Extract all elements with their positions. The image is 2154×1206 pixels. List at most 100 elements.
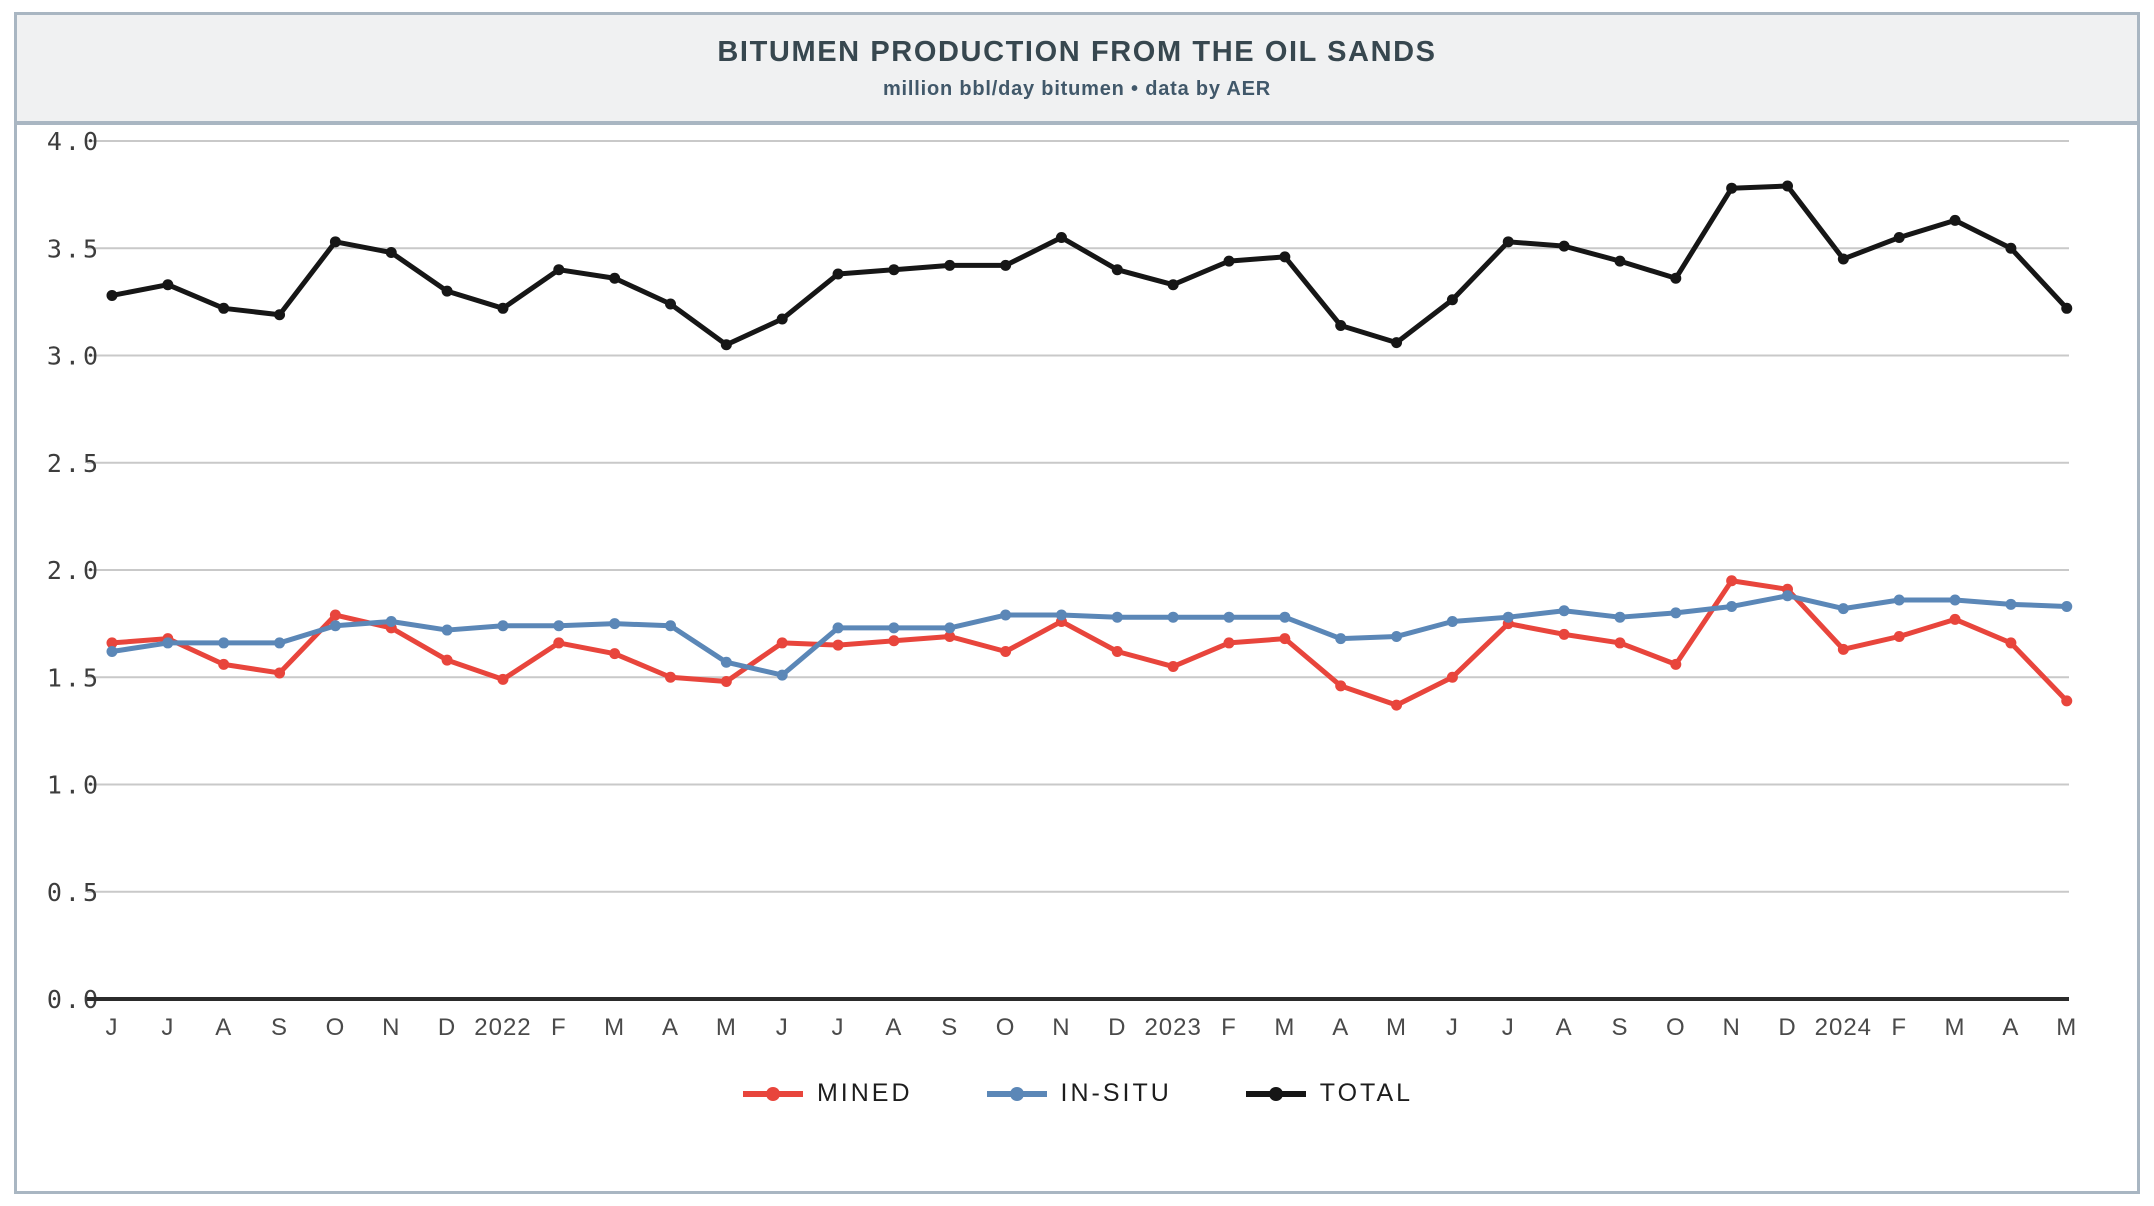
data-point-total (218, 302, 230, 314)
data-point-in-situ (1670, 607, 1682, 619)
data-point-in-situ (1223, 611, 1235, 623)
legend-label: MINED (816, 1079, 913, 1107)
data-point-in-situ (1335, 633, 1347, 645)
x-axis-tick-label: F (551, 1014, 567, 1041)
data-point-mined (2061, 695, 2073, 707)
data-point-total (665, 298, 676, 310)
x-axis-tick-label: A (662, 1014, 679, 1041)
legend-marker-icon (742, 1086, 803, 1101)
data-point-in-situ (1446, 615, 1458, 627)
data-point-in-situ (106, 646, 118, 658)
x-axis-tick-label: J (106, 1014, 119, 1041)
x-axis-tick-label: J (832, 1014, 845, 1041)
x-axis-tick-label: D (438, 1014, 456, 1041)
data-point-total (1949, 214, 1961, 226)
x-axis-tick-label: N (1052, 1014, 1070, 1041)
x-axis-tick-label: A (215, 1014, 232, 1041)
chart-header: BITUMEN PRODUCTION FROM THE OIL SANDS mi… (17, 15, 2137, 125)
x-axis-tick-label: S (1611, 1014, 1628, 1041)
series-line-total (109, 183, 2070, 348)
data-point-in-situ (1949, 594, 1961, 606)
data-point-in-situ (274, 637, 286, 649)
data-point-mined (218, 658, 230, 670)
data-point-total (385, 247, 397, 259)
x-axis-tick-label: J (776, 1014, 789, 1041)
chart-legend: MINED IN-SITU TOTAL (17, 1079, 2137, 1108)
data-point-in-situ (2061, 600, 2073, 612)
legend-label: IN-SITU (1060, 1079, 1172, 1107)
data-point-in-situ (553, 620, 565, 632)
data-point-in-situ (1893, 594, 1905, 606)
legend-item-in-situ: IN-SITU (985, 1079, 1172, 1108)
data-point-in-situ (329, 620, 341, 632)
data-point-in-situ (218, 637, 230, 649)
data-point-total (1000, 259, 1012, 271)
series-line-mined (109, 578, 2070, 708)
data-point-in-situ (1502, 611, 1514, 623)
data-point-mined (1893, 630, 1905, 642)
data-point-total (776, 313, 788, 325)
data-point-total (1614, 255, 1626, 267)
bitumen-production-line-chart: 0.00.51.01.52.02.53.03.54.0J J A S O N D 2022 F M… (47, 127, 2077, 1041)
chart-panel: BITUMEN PRODUCTION FROM THE OIL SANDS mi… (14, 12, 2140, 1194)
data-point-mined (665, 671, 676, 683)
data-point-in-situ (1391, 630, 1403, 642)
data-point-in-situ (888, 622, 900, 634)
data-point-mined (1614, 637, 1626, 649)
data-point-mined (1558, 628, 1570, 640)
x-axis-tick-label: M (1945, 1014, 1966, 1041)
data-point-mined (1111, 646, 1123, 658)
data-point-mined (1726, 575, 1738, 587)
data-point-mined (1167, 661, 1179, 673)
legend-marker-icon (1245, 1086, 1306, 1101)
data-point-mined (441, 654, 453, 666)
x-axis-tick-label: A (1332, 1014, 1349, 1041)
data-point-mined (106, 637, 118, 649)
data-point-in-situ (832, 622, 844, 634)
data-point-mined (1446, 671, 1458, 683)
data-point-in-situ (1558, 605, 1570, 617)
data-point-total (1335, 319, 1347, 331)
data-point-total (553, 264, 565, 276)
data-point-in-situ (1167, 611, 1179, 623)
data-point-mined (888, 635, 900, 647)
y-axis-tick-label: 2.5 (47, 449, 101, 478)
legend-item-total: TOTAL (1244, 1079, 1413, 1108)
data-point-total (1726, 182, 1738, 194)
data-point-total (1167, 279, 1179, 291)
x-axis-tick-label: O (326, 1014, 346, 1041)
data-point-mined (776, 637, 788, 649)
x-axis-tick-label: O (1666, 1014, 1686, 1041)
data-point-mined (944, 630, 956, 642)
data-point-in-situ (1782, 590, 1793, 602)
x-axis-tick-label: M (1274, 1014, 1295, 1041)
data-point-in-situ (497, 620, 509, 632)
data-point-total (497, 302, 509, 314)
x-axis-tick-label: 2024 (1815, 1014, 1872, 1041)
x-axis-tick-label: M (2056, 1014, 2077, 1041)
data-point-total (329, 236, 341, 248)
legend-marker-icon (986, 1086, 1047, 1101)
data-point-in-situ (1111, 611, 1123, 623)
data-point-total (2061, 302, 2073, 314)
y-axis-tick-label: 0.5 (47, 878, 101, 907)
x-axis-tick-label: A (2002, 1014, 2019, 1041)
data-point-in-situ (2005, 598, 2017, 610)
x-axis-tick-label: O (996, 1014, 1016, 1041)
x-axis-tick-label: S (941, 1014, 958, 1041)
data-point-total (1055, 232, 1067, 244)
data-point-in-situ (1055, 609, 1067, 621)
legend-label: TOTAL (1319, 1079, 1414, 1107)
y-axis-tick-label: 2.0 (47, 556, 101, 585)
data-point-total (162, 279, 174, 291)
data-point-mined (329, 609, 341, 621)
x-axis-tick-label: D (1108, 1014, 1126, 1041)
data-point-total (1111, 264, 1123, 276)
data-point-mined (1837, 643, 1849, 655)
data-point-in-situ (1279, 611, 1291, 623)
data-point-in-situ (1614, 611, 1626, 623)
data-point-mined (553, 637, 565, 649)
data-point-mined (1949, 613, 1961, 625)
data-point-mined (720, 676, 732, 688)
data-point-total (2005, 242, 2017, 254)
